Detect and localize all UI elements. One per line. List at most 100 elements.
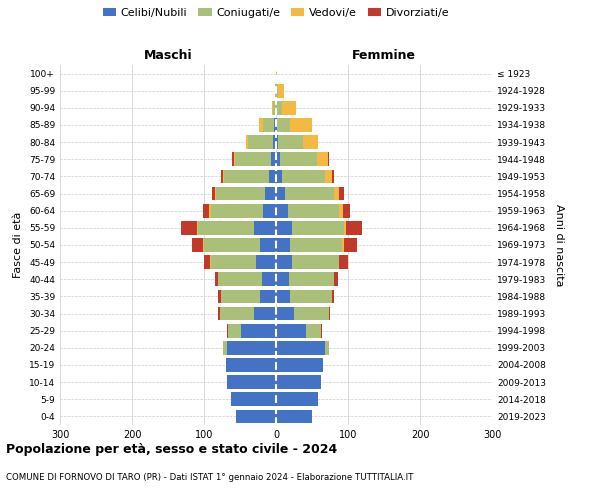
Bar [332, 290, 334, 304]
Bar [235, 152, 271, 166]
Text: Maschi: Maschi [143, 48, 193, 62]
Bar [342, 238, 344, 252]
Bar [204, 238, 260, 252]
Bar [227, 376, 276, 389]
Bar [282, 170, 325, 183]
Bar [276, 376, 320, 389]
Bar [203, 238, 204, 252]
Bar [233, 152, 235, 166]
Bar [290, 238, 342, 252]
Bar [278, 84, 284, 98]
Bar [276, 221, 292, 234]
Bar [276, 238, 290, 252]
Legend: Celibi/Nubili, Coniugati/e, Vedovi/e, Divorziati/e: Celibi/Nubili, Coniugati/e, Vedovi/e, Di… [103, 8, 449, 18]
Bar [272, 101, 273, 114]
Bar [232, 152, 233, 166]
Bar [220, 306, 254, 320]
Bar [276, 358, 323, 372]
Bar [259, 118, 263, 132]
Bar [246, 136, 248, 149]
Bar [277, 118, 290, 132]
Bar [289, 272, 334, 286]
Bar [292, 221, 344, 234]
Bar [273, 101, 276, 114]
Text: Femmine: Femmine [352, 48, 416, 62]
Bar [304, 136, 318, 149]
Bar [328, 152, 329, 166]
Bar [320, 324, 322, 338]
Bar [211, 204, 263, 218]
Bar [216, 186, 265, 200]
Bar [276, 170, 282, 183]
Bar [254, 221, 276, 234]
Text: COMUNE DI FORNOVO DI TARO (PR) - Dati ISTAT 1° gennaio 2024 - Elaborazione TUTTI: COMUNE DI FORNOVO DI TARO (PR) - Dati IS… [6, 472, 413, 482]
Bar [340, 186, 344, 200]
Bar [218, 290, 221, 304]
Bar [346, 221, 362, 234]
Bar [276, 306, 294, 320]
Bar [212, 186, 215, 200]
Bar [294, 306, 329, 320]
Bar [276, 392, 318, 406]
Text: Popolazione per età, sesso e stato civile - 2024: Popolazione per età, sesso e stato civil… [6, 442, 337, 456]
Bar [338, 256, 340, 269]
Bar [218, 306, 220, 320]
Bar [325, 341, 329, 354]
Bar [221, 170, 223, 183]
Y-axis label: Fasce di età: Fasce di età [13, 212, 23, 278]
Bar [262, 272, 276, 286]
Bar [276, 84, 278, 98]
Bar [248, 136, 273, 149]
Bar [329, 306, 330, 320]
Bar [193, 238, 203, 252]
Bar [227, 341, 276, 354]
Bar [203, 204, 209, 218]
Bar [215, 186, 216, 200]
Bar [197, 221, 198, 234]
Bar [325, 170, 332, 183]
Bar [254, 306, 276, 320]
Bar [221, 290, 260, 304]
Bar [276, 66, 277, 80]
Bar [344, 221, 346, 234]
Bar [282, 101, 296, 114]
Bar [284, 186, 334, 200]
Bar [204, 256, 211, 269]
Bar [287, 204, 340, 218]
Bar [276, 341, 325, 354]
Bar [276, 152, 280, 166]
Bar [223, 341, 227, 354]
Bar [292, 256, 338, 269]
Bar [209, 204, 211, 218]
Bar [276, 256, 292, 269]
Bar [340, 204, 343, 218]
Bar [229, 324, 241, 338]
Bar [276, 101, 282, 114]
Y-axis label: Anni di nascita: Anni di nascita [554, 204, 565, 286]
Bar [236, 410, 276, 424]
Bar [273, 136, 276, 149]
Bar [280, 152, 317, 166]
Bar [223, 170, 224, 183]
Bar [260, 238, 276, 252]
Bar [215, 272, 218, 286]
Bar [274, 118, 276, 132]
Bar [256, 256, 276, 269]
Bar [343, 204, 350, 218]
Bar [276, 204, 287, 218]
Bar [260, 290, 276, 304]
Bar [332, 170, 334, 183]
Bar [276, 186, 284, 200]
Bar [271, 152, 276, 166]
Bar [276, 290, 290, 304]
Bar [269, 170, 276, 183]
Bar [290, 118, 312, 132]
Bar [278, 136, 304, 149]
Bar [334, 272, 338, 286]
Bar [218, 272, 262, 286]
Bar [276, 136, 278, 149]
Bar [241, 324, 276, 338]
Bar [181, 221, 197, 234]
Bar [306, 324, 320, 338]
Bar [276, 118, 277, 132]
